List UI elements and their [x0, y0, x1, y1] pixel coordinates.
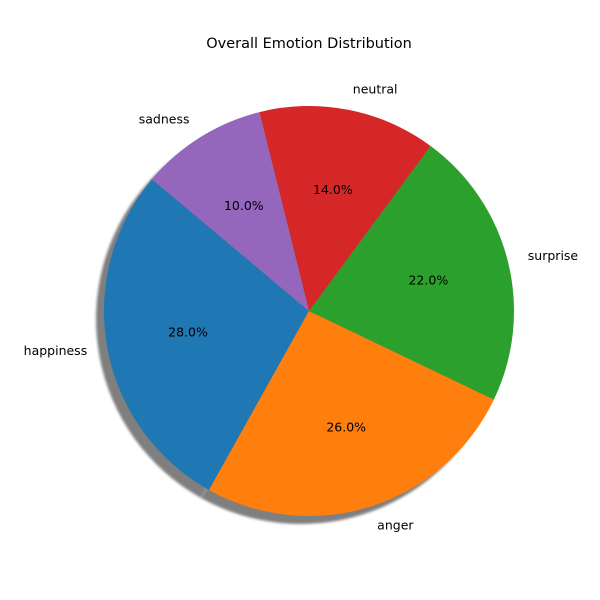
slice-percent-surprise: 22.0% [408, 273, 448, 288]
slice-percent-neutral: 14.0% [313, 182, 353, 197]
slice-label-happiness: happiness [24, 343, 88, 358]
slice-percent-anger: 26.0% [326, 420, 366, 435]
pie-slice-anger [208, 311, 494, 516]
pie-slice-surprise [309, 145, 514, 400]
pie-slice-happiness [103, 179, 310, 490]
pie-slice-neutral [259, 106, 431, 311]
slice-label-neutral: neutral [353, 81, 398, 96]
pie-labels: happiness 28.0% anger 26.0% surprise 22.0% neu… [24, 81, 579, 532]
slice-percent-happiness: 28.0% [168, 325, 208, 340]
pie-slice-sadness [151, 112, 309, 311]
chart-title: Overall Emotion Distribution [206, 36, 412, 52]
slice-percent-sadness: 10.0% [224, 198, 264, 213]
slice-label-anger: anger [377, 517, 414, 532]
pie-slices [103, 106, 514, 516]
slice-label-surprise: surprise [528, 248, 579, 263]
slice-label-sadness: sadness [139, 111, 190, 126]
